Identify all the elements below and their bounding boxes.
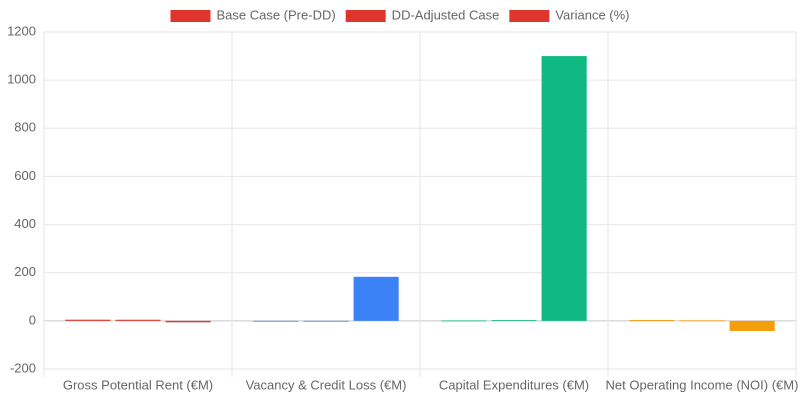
bar — [303, 320, 349, 322]
legend: Base Case (Pre-DD) DD-Adjusted Case Varian… — [170, 7, 630, 22]
legend-swatch — [170, 10, 211, 22]
legend-label: DD-Adjusted Case — [392, 7, 500, 22]
y-tick-label: 600 — [14, 168, 36, 183]
legend-swatch — [345, 10, 386, 22]
y-tick-label: -200 — [10, 360, 36, 375]
y-tick-label: 1200 — [7, 23, 36, 38]
x-tick-label: Capital Expenditures (€M) — [439, 377, 589, 392]
legend-swatch — [509, 10, 550, 22]
y-tick-label: 200 — [14, 264, 36, 279]
x-tick-label: Net Operating Income (NOI) (€M) — [606, 377, 799, 392]
legend-item: Variance (%) — [509, 7, 630, 22]
bar — [65, 319, 111, 321]
y-tick-label: 1000 — [7, 72, 36, 87]
legend-label: Base Case (Pre-DD) — [216, 7, 335, 22]
legend-item: DD-Adjusted Case — [345, 7, 500, 22]
bar — [165, 320, 211, 323]
bar — [541, 56, 587, 321]
bar — [353, 276, 399, 321]
y-tick-label: 800 — [14, 120, 36, 135]
y-tick-label: 0 — [29, 312, 36, 327]
bar — [441, 320, 487, 322]
bar — [253, 320, 299, 322]
bar — [729, 320, 775, 331]
bar — [491, 320, 537, 321]
x-tick-label: Vacancy & Credit Loss (€M) — [246, 377, 407, 392]
bar — [679, 320, 725, 322]
legend-label: Variance (%) — [555, 7, 629, 22]
y-tick-label: 400 — [14, 216, 36, 231]
bar — [629, 320, 675, 321]
bar — [115, 319, 161, 321]
x-tick-label: Gross Potential Rent (€M) — [63, 377, 213, 392]
legend-item: Base Case (Pre-DD) — [170, 7, 336, 22]
